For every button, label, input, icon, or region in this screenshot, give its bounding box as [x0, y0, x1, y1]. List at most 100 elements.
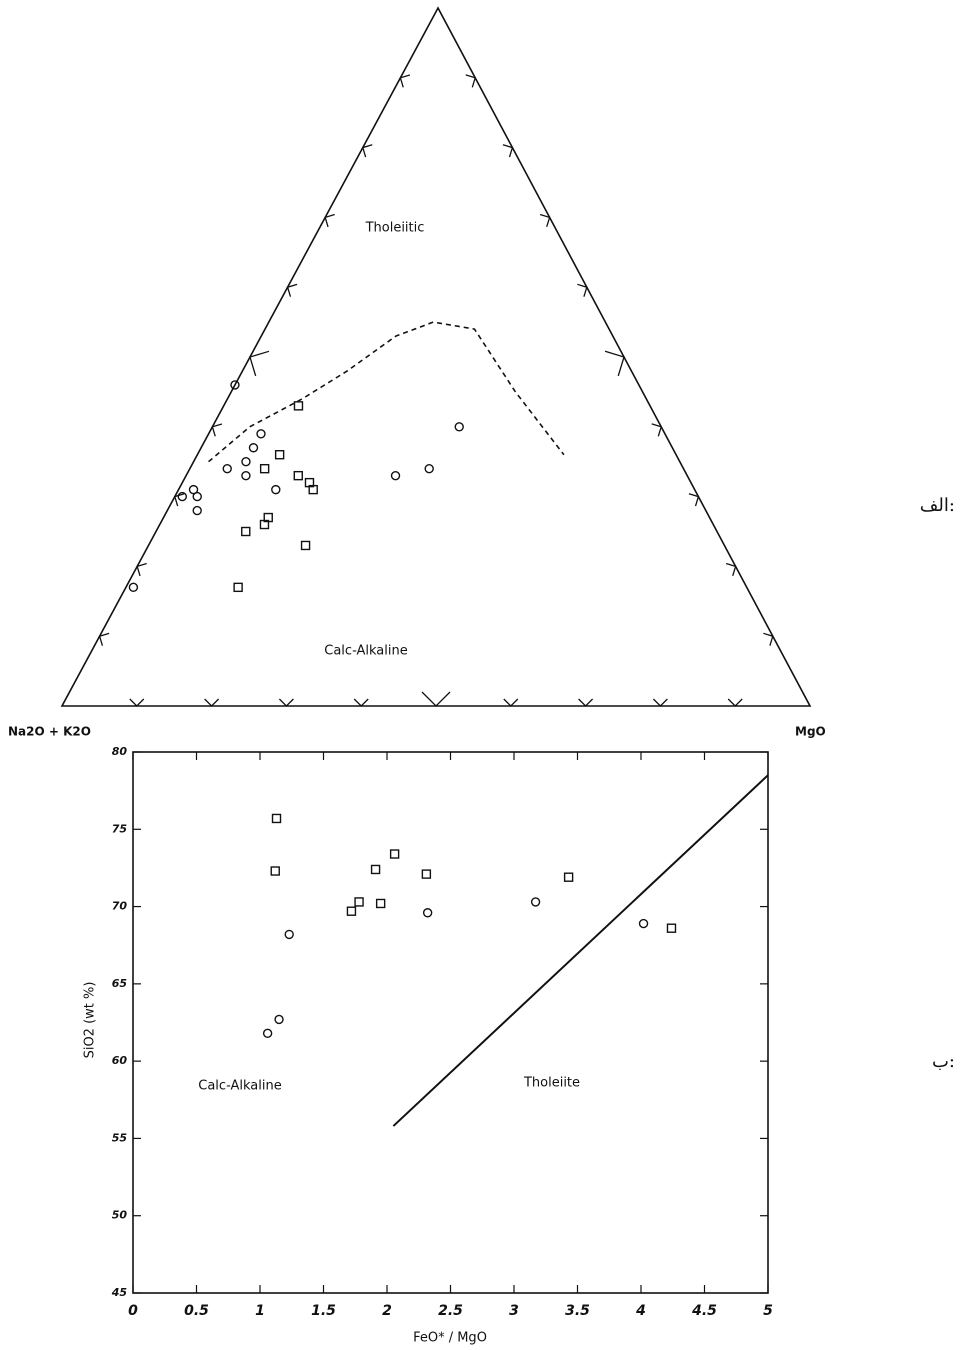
point [293, 470, 303, 481]
tick-mark [136, 562, 147, 577]
point [222, 463, 232, 474]
x-tick-label: 0.5 [184, 1303, 209, 1319]
tick-mark [651, 423, 663, 437]
point [346, 906, 357, 916]
point [259, 463, 270, 474]
annotation: Tholeiitic [365, 221, 425, 236]
x-tick-label: 3.5 [565, 1303, 590, 1319]
tick-mark [286, 283, 298, 297]
point [421, 869, 432, 879]
tick-mark [604, 350, 625, 377]
y-axis-label: SiO2 (wt %) [83, 982, 98, 1059]
tick-mark [324, 213, 335, 228]
y-tick-label: 80 [112, 745, 128, 758]
point [274, 450, 285, 460]
y-tick-label: 50 [112, 1209, 128, 1222]
point [241, 457, 251, 467]
x-axis-label: FeO* / MgO [413, 1331, 487, 1346]
point [454, 422, 464, 432]
tick-mark [725, 562, 737, 577]
tick-mark [129, 698, 145, 707]
tick-mark [249, 350, 270, 377]
tick-mark [763, 632, 774, 646]
x-tick-label: 4.5 [691, 1303, 717, 1319]
point [274, 1014, 284, 1025]
point [354, 897, 364, 907]
tick-mark [204, 698, 220, 707]
tick-mark [539, 213, 551, 228]
tick-mark [652, 698, 668, 707]
right-apex-label: MgO [795, 725, 826, 739]
tick-mark [688, 493, 700, 507]
ternary-frame [60, 6, 812, 707]
tick-mark [361, 144, 373, 158]
point [638, 918, 649, 929]
tick-mark [465, 74, 477, 88]
tick-mark [577, 283, 588, 297]
point [241, 526, 251, 537]
point [128, 582, 139, 593]
tick-mark [353, 698, 369, 707]
divider-line [392, 774, 769, 1127]
tick-mark [727, 698, 743, 707]
point [270, 866, 280, 876]
panel-label: ب: [932, 1051, 955, 1072]
point [259, 519, 270, 530]
point [300, 540, 311, 551]
tick-mark [502, 144, 514, 158]
x-tick-label: 5 [763, 1303, 773, 1319]
x-tick-label: 2.5 [438, 1303, 463, 1319]
point [230, 380, 240, 390]
y-tick-label: 45 [111, 1286, 128, 1299]
y-tick-label: 70 [112, 900, 128, 913]
annotation: Tholeiite [523, 1076, 580, 1091]
point [233, 582, 243, 593]
annotation: Calc-Alkaline [324, 644, 407, 659]
point [422, 908, 433, 918]
tick-mark [211, 423, 223, 437]
tick-mark [399, 74, 411, 88]
x-tick-label: 3 [509, 1303, 519, 1319]
x-tick-label: 0 [128, 1303, 138, 1319]
x-tick-label: 1.5 [311, 1303, 336, 1319]
point [375, 898, 386, 909]
point [192, 491, 202, 502]
point [177, 491, 187, 502]
point [293, 401, 304, 411]
plot-frame [132, 751, 769, 1294]
point [284, 929, 294, 940]
tick-mark [173, 493, 185, 507]
x-tick-label: 1 [255, 1303, 265, 1319]
y-tick-label: 75 [112, 822, 128, 835]
tick-mark [578, 698, 594, 707]
point [248, 443, 259, 453]
point [262, 1028, 273, 1039]
tick-mark [98, 632, 110, 646]
point [666, 923, 677, 933]
point [241, 470, 251, 481]
point [370, 864, 381, 875]
point [188, 484, 199, 495]
tick-mark [278, 698, 294, 707]
annotation: Calc-Alkaline [198, 1079, 281, 1094]
boundary-line [208, 321, 565, 463]
point [390, 470, 401, 481]
point [271, 813, 282, 824]
point [271, 484, 281, 495]
point [192, 505, 202, 516]
left-apex-label: Na2O + K2O [8, 725, 91, 739]
point [530, 897, 541, 907]
point [256, 429, 266, 439]
tick-mark [503, 698, 519, 707]
point [389, 849, 400, 859]
panel-label: الف: [920, 495, 955, 516]
x-tick-label: 4 [635, 1303, 646, 1319]
tick-mark [421, 691, 451, 707]
y-tick-label: 60 [112, 1054, 128, 1067]
y-tick-label: 55 [112, 1131, 128, 1144]
x-tick-label: 2 [382, 1303, 392, 1319]
y-tick-label: 65 [112, 977, 128, 990]
point [308, 484, 318, 495]
point [424, 463, 434, 474]
